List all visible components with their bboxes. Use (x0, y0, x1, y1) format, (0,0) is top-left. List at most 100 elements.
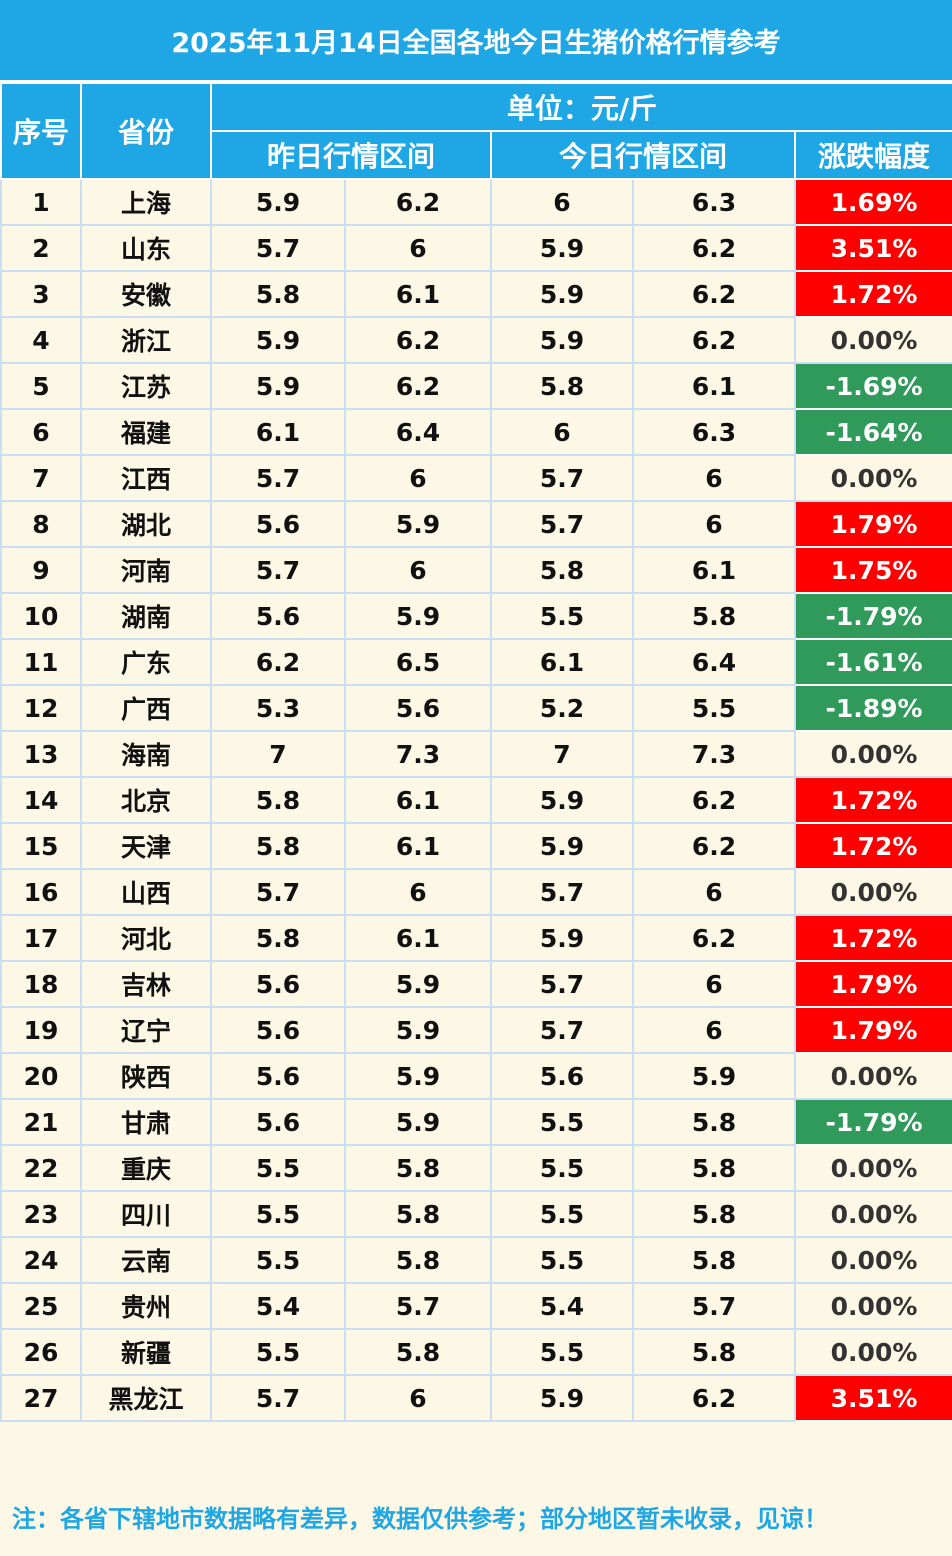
row-province: 陕西 (80, 1052, 212, 1100)
table-row: 12 广西 5.3 5.6 5.2 5.5 -1.89% (0, 684, 952, 732)
table-row: 22 重庆 5.5 5.8 5.5 5.8 0.00% (0, 1144, 952, 1192)
change-percent: 1.72% (793, 914, 952, 962)
table-body: 1 上海 5.9 6.2 6 6.3 1.69% 2 山东 5.7 6 5.9 6.2 3.51% 3 安徽 5… (0, 178, 952, 1422)
change-percent: -1.89% (793, 684, 952, 732)
row-index: 6 (0, 408, 82, 456)
today-high: 5.8 (632, 1098, 796, 1146)
change-percent: 0.00% (793, 1190, 952, 1238)
row-index: 14 (0, 776, 82, 824)
row-province: 北京 (80, 776, 212, 824)
table-row: 23 四川 5.5 5.8 5.5 5.8 0.00% (0, 1190, 952, 1238)
table-row: 8 湖北 5.6 5.9 5.7 6 1.79% (0, 500, 952, 548)
row-index: 1 (0, 178, 82, 226)
page-title: 2025年11月14日全国各地今日生猪价格行情参考 (0, 0, 952, 82)
footnote: 注：各省下辖地市数据略有差异，数据仅供参考；部分地区暂未收录，见谅！ (12, 1504, 828, 1533)
row-index: 19 (0, 1006, 82, 1054)
row-index: 24 (0, 1236, 82, 1284)
header-index: 序号 (0, 82, 82, 180)
today-low: 5.5 (490, 1328, 634, 1376)
row-index: 5 (0, 362, 82, 410)
yesterday-low: 5.7 (210, 224, 346, 272)
yesterday-low: 5.5 (210, 1190, 346, 1238)
row-index: 4 (0, 316, 82, 364)
yesterday-high: 6 (344, 546, 492, 594)
row-province: 贵州 (80, 1282, 212, 1330)
today-low: 5.8 (490, 362, 634, 410)
change-percent: 0.00% (793, 1052, 952, 1100)
today-high: 6.1 (632, 362, 796, 410)
yesterday-high: 5.7 (344, 1282, 492, 1330)
today-low: 5.8 (490, 546, 634, 594)
yesterday-high: 6 (344, 454, 492, 502)
today-low: 7 (490, 730, 634, 778)
today-high: 5.9 (632, 1052, 796, 1100)
today-high: 6.2 (632, 1374, 796, 1422)
yesterday-high: 5.6 (344, 684, 492, 732)
today-high: 6.1 (632, 546, 796, 594)
row-province: 辽宁 (80, 1006, 212, 1054)
today-low: 5.2 (490, 684, 634, 732)
change-percent: 1.72% (793, 270, 952, 318)
yesterday-high: 5.8 (344, 1328, 492, 1376)
table-row: 7 江西 5.7 6 5.7 6 0.00% (0, 454, 952, 502)
row-province: 河南 (80, 546, 212, 594)
today-low: 6 (490, 178, 634, 226)
row-index: 7 (0, 454, 82, 502)
change-percent: 3.51% (793, 1374, 952, 1422)
change-percent: 0.00% (793, 1236, 952, 1284)
yesterday-low: 5.4 (210, 1282, 346, 1330)
table-row: 19 辽宁 5.6 5.9 5.7 6 1.79% (0, 1006, 952, 1054)
row-index: 21 (0, 1098, 82, 1146)
table-row: 9 河南 5.7 6 5.8 6.1 1.75% (0, 546, 952, 594)
change-percent: 0.00% (793, 316, 952, 364)
row-province: 湖南 (80, 592, 212, 640)
yesterday-high: 5.9 (344, 592, 492, 640)
row-index: 22 (0, 1144, 82, 1192)
today-low: 5.9 (490, 776, 634, 824)
row-index: 2 (0, 224, 82, 272)
table-row: 16 山西 5.7 6 5.7 6 0.00% (0, 868, 952, 916)
yesterday-high: 6.5 (344, 638, 492, 686)
today-low: 5.6 (490, 1052, 634, 1100)
yesterday-high: 5.9 (344, 500, 492, 548)
yesterday-high: 5.9 (344, 1006, 492, 1054)
price-table: 序号 省份 单位：元/斤 昨日行情区间 今日行情区间 涨跌幅度 1 上海 5.9 6.… (0, 82, 952, 1422)
table-row: 11 广东 6.2 6.5 6.1 6.4 -1.61% (0, 638, 952, 686)
table-row: 2 山东 5.7 6 5.9 6.2 3.51% (0, 224, 952, 272)
table-row: 17 河北 5.8 6.1 5.9 6.2 1.72% (0, 914, 952, 962)
row-index: 10 (0, 592, 82, 640)
today-high: 6.4 (632, 638, 796, 686)
change-percent: 1.79% (793, 960, 952, 1008)
today-low: 6 (490, 408, 634, 456)
yesterday-low: 5.6 (210, 500, 346, 548)
row-index: 27 (0, 1374, 82, 1422)
row-index: 26 (0, 1328, 82, 1376)
yesterday-low: 6.1 (210, 408, 346, 456)
yesterday-high: 5.9 (344, 960, 492, 1008)
today-high: 6 (632, 868, 796, 916)
yesterday-high: 6 (344, 1374, 492, 1422)
today-high: 6 (632, 500, 796, 548)
change-percent: 1.72% (793, 776, 952, 824)
yesterday-low: 5.3 (210, 684, 346, 732)
yesterday-high: 6.2 (344, 316, 492, 364)
today-low: 5.9 (490, 270, 634, 318)
today-low: 5.7 (490, 1006, 634, 1054)
yesterday-high: 6 (344, 224, 492, 272)
today-low: 5.5 (490, 1098, 634, 1146)
yesterday-low: 5.8 (210, 914, 346, 962)
change-percent: -1.61% (793, 638, 952, 686)
today-low: 5.9 (490, 224, 634, 272)
row-province: 云南 (80, 1236, 212, 1284)
today-high: 6.2 (632, 224, 796, 272)
table-row: 14 北京 5.8 6.1 5.9 6.2 1.72% (0, 776, 952, 824)
row-index: 20 (0, 1052, 82, 1100)
today-low: 5.5 (490, 1190, 634, 1238)
today-low: 5.9 (490, 822, 634, 870)
today-low: 5.9 (490, 316, 634, 364)
change-percent: 0.00% (793, 868, 952, 916)
row-province: 山西 (80, 868, 212, 916)
row-index: 3 (0, 270, 82, 318)
row-index: 17 (0, 914, 82, 962)
yesterday-low: 6.2 (210, 638, 346, 686)
